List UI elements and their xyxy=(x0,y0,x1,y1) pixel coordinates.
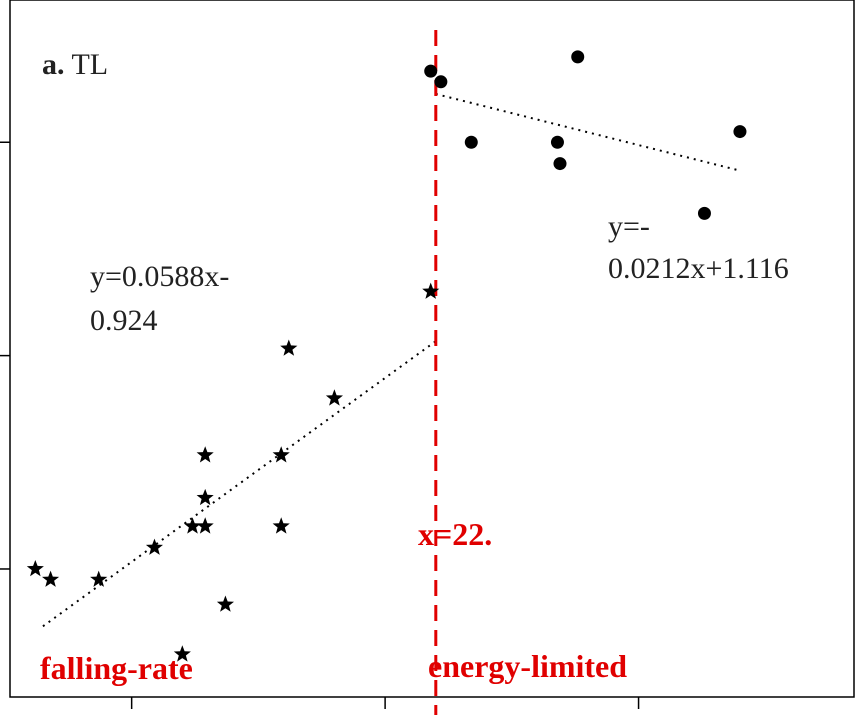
star-point xyxy=(42,570,60,587)
star-point xyxy=(196,517,214,534)
left-fit-equation: y=0.0588x- 0.924 xyxy=(90,260,237,337)
star-point xyxy=(90,570,108,587)
threshold-label: x=22. xyxy=(418,516,492,552)
circle-point xyxy=(424,64,438,78)
circle-point xyxy=(464,135,478,149)
circle-point xyxy=(553,157,567,171)
star-point xyxy=(196,488,214,506)
panel-label: a. TL xyxy=(42,48,108,81)
left-fit-equation-line-2: 0.924 xyxy=(90,304,158,337)
star-point xyxy=(272,446,290,463)
plot-frame xyxy=(9,0,855,698)
circle-point xyxy=(733,125,747,139)
left-fit-equation-line-1: y=0.0588x- xyxy=(90,260,229,293)
star-point xyxy=(196,446,214,463)
right-fit-equation-line-2: 0.0212x+1.116 xyxy=(608,252,789,285)
right-fit-equation: y=- 0.0212x+1.116 xyxy=(608,210,789,285)
panel-label-name: TL xyxy=(71,48,108,81)
star-point xyxy=(422,282,440,299)
panel-label-prefix: a. xyxy=(42,48,65,81)
axis-ticks xyxy=(0,141,640,709)
circle-point xyxy=(550,135,564,149)
energy-limited-label: energy-limited xyxy=(428,648,627,684)
right-fit-equation-line-1: y=- xyxy=(608,210,650,243)
star-point xyxy=(173,645,191,662)
star-point xyxy=(183,517,201,534)
star-point xyxy=(26,560,44,577)
circle-point xyxy=(697,206,711,220)
star-point xyxy=(325,389,343,406)
star-point xyxy=(216,595,234,612)
star-point xyxy=(280,339,298,356)
trend-lines xyxy=(42,92,741,628)
data-points xyxy=(26,50,747,662)
star-point xyxy=(272,517,290,534)
falling-rate-label: falling-rate xyxy=(40,650,193,686)
star-point xyxy=(145,538,163,555)
circle-point xyxy=(434,75,448,89)
fit-line xyxy=(435,92,741,172)
circle-point xyxy=(571,50,585,64)
